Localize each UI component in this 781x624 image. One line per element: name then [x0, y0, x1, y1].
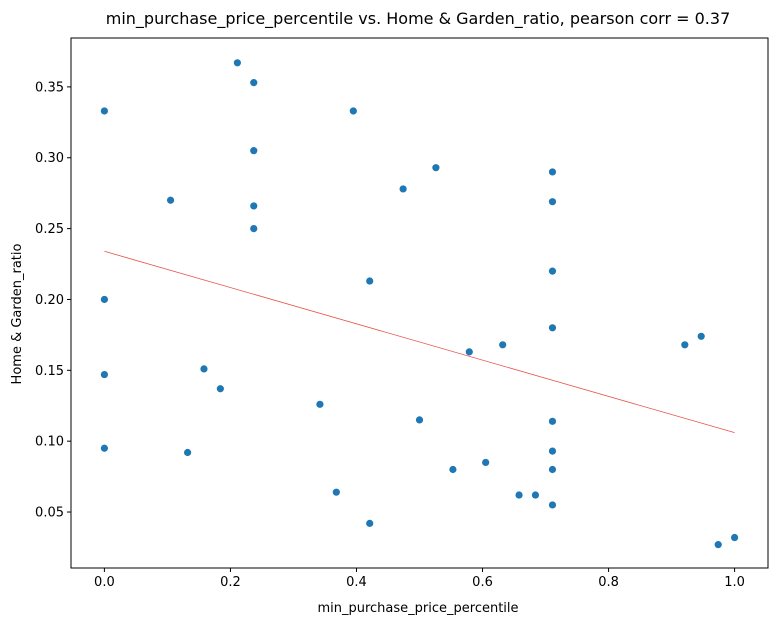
data-point [100, 370, 109, 379]
data-point [548, 501, 557, 509]
data-point [432, 164, 440, 172]
data-point [548, 267, 557, 275]
data-point [250, 147, 258, 155]
data-point [531, 491, 540, 499]
data-point [714, 541, 722, 549]
trend-line [104, 250, 735, 434]
data-point [730, 533, 739, 542]
data-point [548, 324, 557, 332]
data-point [548, 447, 557, 455]
y-axis-label: Home & Garden_ratio [10, 244, 25, 385]
data-point [697, 332, 705, 340]
data-point [166, 196, 175, 204]
data-point [216, 385, 224, 393]
y-tick-label: 0.25 [35, 222, 64, 237]
data-point [100, 444, 109, 452]
data-point [482, 458, 490, 467]
data-point [250, 79, 258, 87]
x-axis: 0.0 0.2 0.4 0.6 0.8 1.0 [94, 568, 745, 590]
data-point [200, 365, 208, 373]
y-tick-label: 0.20 [35, 293, 64, 308]
x-tick-label: 0.2 [220, 575, 241, 590]
y-tick-label: 0.05 [35, 506, 64, 521]
x-tick-label: 0.8 [598, 575, 619, 590]
data-point [349, 107, 357, 115]
data-point [100, 107, 109, 115]
data-point [515, 491, 523, 499]
y-tick-label: 0.30 [35, 151, 64, 166]
x-tick-label: 1.0 [724, 575, 745, 590]
data-point [366, 519, 374, 527]
data-point [465, 348, 473, 356]
data-point [250, 202, 258, 210]
y-tick-label: 0.10 [35, 435, 64, 450]
y-axis: 0.05 0.10 0.15 0.20 0.25 0.30 0.35 [35, 80, 71, 521]
data-point [415, 416, 424, 424]
data-point [332, 488, 340, 496]
plot-area [100, 59, 739, 549]
data-point [100, 295, 109, 304]
data-point [449, 465, 457, 474]
chart-title: min_purchase_price_percentile vs. Home &… [106, 9, 731, 29]
x-tick-label: 0.0 [94, 575, 115, 590]
data-point [316, 400, 324, 408]
data-point [681, 341, 689, 349]
data-point [548, 168, 557, 176]
data-point [366, 277, 374, 285]
x-axis-label: min_purchase_price_percentile [317, 601, 518, 616]
data-point [548, 417, 557, 425]
x-tick-label: 0.6 [472, 575, 493, 590]
y-tick-label: 0.35 [35, 80, 64, 95]
data-point [233, 59, 241, 67]
data-point [548, 465, 557, 474]
data-point [548, 198, 557, 206]
data-point [183, 448, 192, 457]
data-point [399, 185, 407, 193]
plot-frame [70, 37, 769, 569]
data-point [250, 225, 258, 233]
x-tick-label: 0.4 [346, 575, 367, 590]
y-tick-label: 0.15 [35, 364, 64, 379]
data-point [499, 341, 507, 349]
